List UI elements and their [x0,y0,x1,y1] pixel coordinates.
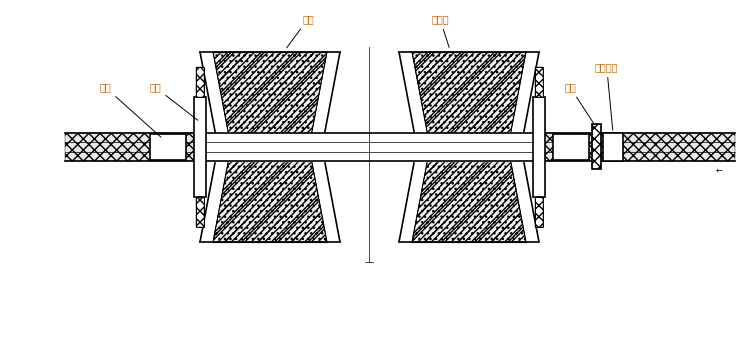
Text: 螺杆: 螺杆 [287,14,314,48]
Polygon shape [508,52,539,242]
Bar [544,133,735,161]
Bar [592,124,601,169]
Bar [544,133,735,161]
Text: 大模板: 大模板 [431,14,449,47]
Polygon shape [213,52,327,242]
Polygon shape [309,52,340,242]
Text: 垫片: 垫片 [564,82,594,125]
Bar [535,197,543,227]
Bar [535,67,543,97]
Bar [150,134,186,160]
Bar [65,133,195,161]
Polygon shape [399,52,430,242]
Text: 螺母: 螺母 [99,82,161,137]
Text: ←: ← [715,166,723,175]
Bar [603,133,623,161]
Bar [592,124,601,169]
Bar [533,97,545,197]
Bar [535,197,543,227]
Bar [65,133,195,161]
Bar [196,197,204,227]
Bar [196,67,204,97]
Bar [196,67,204,97]
Bar [196,197,204,227]
Text: 垫板: 垫板 [149,82,198,120]
Bar [553,134,589,160]
Bar [535,67,543,97]
Polygon shape [200,52,231,242]
Bar [194,97,206,197]
Text: 穿墙螺栓: 穿墙螺栓 [595,62,619,130]
Polygon shape [412,52,526,242]
